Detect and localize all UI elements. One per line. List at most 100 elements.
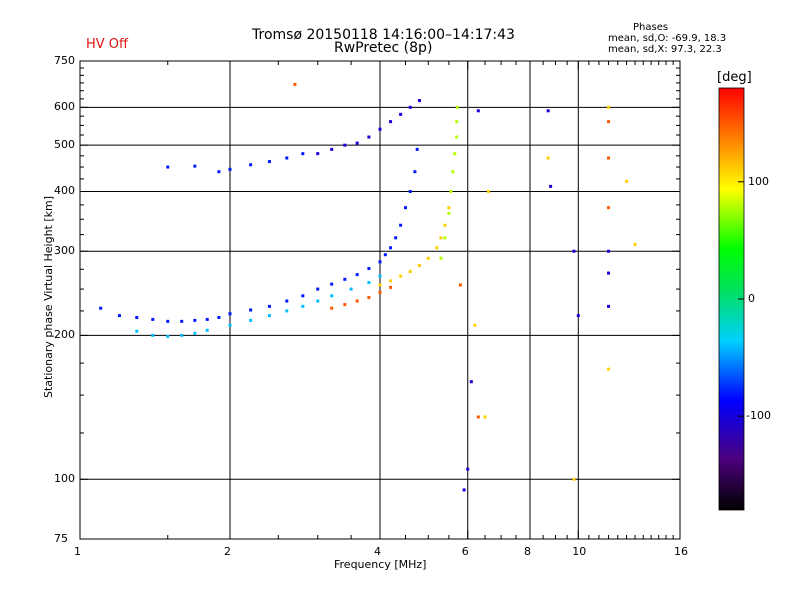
data-point [447, 206, 451, 210]
data-point [117, 314, 121, 318]
data-point [439, 256, 443, 260]
data-point [572, 477, 576, 481]
data-point [267, 160, 271, 164]
data-point [330, 294, 334, 298]
data-point [249, 318, 253, 322]
x-tick-label: 10 [572, 545, 587, 558]
data-point [355, 273, 359, 277]
data-point [316, 287, 320, 291]
data-point [607, 249, 611, 253]
data-point [403, 206, 407, 210]
data-point [378, 274, 382, 278]
data-point [378, 290, 382, 294]
phases-heading: Phases [633, 22, 669, 33]
data-point [447, 211, 451, 215]
data-point [399, 223, 403, 227]
data-point [193, 331, 197, 335]
data-point [483, 415, 487, 419]
data-point [462, 488, 466, 492]
data-point [367, 135, 371, 139]
data-point [476, 109, 480, 113]
data-point [607, 105, 611, 109]
y-tick-label: 100 [54, 472, 75, 486]
data-point [355, 299, 359, 303]
x-tick-label: 1 [74, 545, 81, 558]
data-point [217, 315, 221, 319]
data-point [285, 299, 289, 303]
data-point [451, 170, 455, 174]
data-point [389, 246, 393, 250]
data-point [546, 156, 550, 160]
x-tick-label: 4 [374, 545, 381, 558]
data-point [607, 271, 611, 275]
data-point [607, 367, 611, 371]
data-point [316, 152, 320, 156]
x-tick-label: 2 [224, 545, 231, 558]
data-point [166, 165, 170, 169]
y-tick-label: 300 [54, 244, 75, 258]
data-point [193, 318, 197, 322]
data-point [228, 312, 232, 316]
data-point [549, 184, 553, 188]
y-tick-label: 750 [54, 54, 75, 67]
data-point [443, 236, 447, 240]
chart-title-line2: RwPretec (8p) [334, 40, 433, 56]
data-point [135, 329, 139, 333]
data-point [301, 294, 305, 298]
data-point [151, 317, 155, 321]
data-point [267, 304, 271, 308]
data-point [343, 277, 347, 281]
data-point [417, 264, 421, 268]
axis-ticks [79, 60, 681, 540]
data-point [426, 256, 430, 260]
data-point [576, 314, 580, 318]
data-point [466, 467, 470, 471]
data-point [476, 415, 480, 419]
data-point [205, 317, 209, 321]
data-point [293, 82, 297, 86]
data-point [408, 270, 412, 274]
data-point [607, 120, 611, 124]
data-point [378, 127, 382, 131]
data-point [330, 306, 334, 310]
data-point [408, 189, 412, 193]
data-point [607, 304, 611, 308]
data-point [435, 246, 439, 250]
data-point [267, 314, 271, 318]
data-point [415, 147, 419, 151]
data-point [249, 308, 253, 312]
colorbar-tick-label: 0 [748, 292, 755, 305]
data-point [486, 189, 490, 193]
data-point [469, 380, 473, 384]
data-point [417, 99, 421, 103]
data-point [455, 135, 459, 139]
phases-o-stats: mean, sd,O: -69.9, 18.3 [608, 33, 727, 44]
data-point [625, 179, 629, 183]
data-point [343, 143, 347, 147]
data-point [301, 304, 305, 308]
data-point [99, 306, 103, 310]
colorbar-tick-label: 100 [748, 174, 769, 188]
y-axis-label: Stationary phase Virtual Height [km] [42, 195, 55, 398]
data-point [413, 170, 417, 174]
data-point [389, 285, 393, 289]
data-point [607, 156, 611, 160]
data-point [399, 274, 403, 278]
data-point [546, 109, 550, 113]
y-tick-label: 75 [54, 532, 68, 545]
data-point [458, 283, 462, 287]
data-point [330, 282, 334, 286]
data-point [389, 120, 393, 124]
data-point [439, 236, 443, 240]
y-tick-label: 400 [54, 184, 75, 198]
data-point [228, 323, 232, 327]
data-point [453, 152, 457, 156]
data-point [193, 164, 197, 168]
data-point [301, 152, 305, 156]
data-point [330, 147, 334, 151]
data-point [349, 287, 353, 291]
y-tick-label: 600 [54, 100, 75, 114]
data-point [389, 279, 393, 283]
colorbar-label: [deg] [717, 70, 752, 85]
data-point [383, 253, 387, 257]
